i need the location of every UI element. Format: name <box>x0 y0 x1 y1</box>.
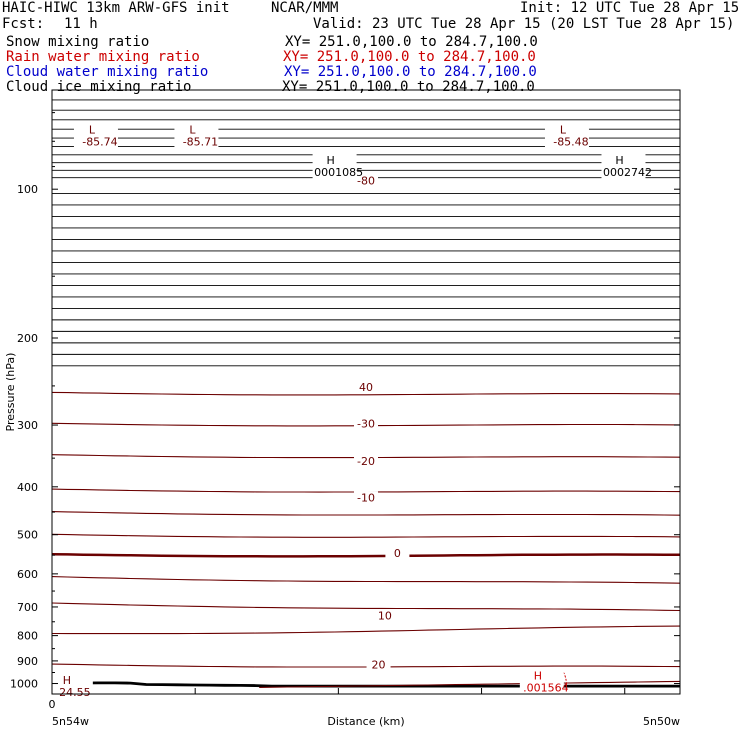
temperature-contour <box>51 552 681 558</box>
extremum-letter: H <box>615 154 623 167</box>
extremum-letter: H <box>63 674 71 687</box>
y-tick-label: 500 <box>17 529 38 542</box>
model-title: HAIC-HIWC 13km ARW-GFS init <box>2 0 230 16</box>
legend-cloudwater-xy: XY= 251.0,100.0 to 284.7,100.0 <box>284 64 537 80</box>
extremum-value: 0002742 <box>603 166 652 179</box>
contour-label: 0 <box>394 547 401 560</box>
extremum-bg <box>519 668 564 695</box>
contour-label: -20 <box>357 455 375 468</box>
contour-label-bg <box>354 455 378 467</box>
y-tick-label: 300 <box>17 419 38 432</box>
temperature-contour <box>51 533 681 538</box>
contour-label: 20 <box>372 658 386 671</box>
fcst-label: Fcst: <box>2 16 45 32</box>
y-tick-label: 600 <box>17 568 38 581</box>
temperature-contour <box>51 391 681 396</box>
extremum-letter: L <box>89 124 96 137</box>
contour-label-bg <box>354 417 378 429</box>
y-tick-label: 900 <box>17 655 38 668</box>
x-axis-title: Distance (km) <box>327 715 404 728</box>
contour-label-bg <box>372 609 397 621</box>
y-tick-label: 200 <box>17 332 38 345</box>
extremum-value: -85.48 <box>553 136 588 149</box>
contour-label: -10 <box>357 491 375 504</box>
legend-snow-name: Snow mixing ratio <box>6 34 150 50</box>
extremum-value: 0001085 <box>314 166 363 179</box>
contour-label-bg <box>354 174 378 186</box>
contour-label: 40 <box>359 381 373 394</box>
legend-snow-xy: XY= 251.0,100.0 to 284.7,100.0 <box>285 34 538 50</box>
extremum-bg <box>73 122 118 149</box>
near-surface-contour <box>259 680 681 688</box>
contour-label: 10 <box>378 609 392 622</box>
contour-label: -30 <box>357 418 375 431</box>
extremum-letter: H <box>326 154 334 167</box>
x-tick-label-0: 0 <box>49 698 56 711</box>
contour-label-bg <box>354 491 378 503</box>
extremum-value: 24.55 <box>59 686 91 699</box>
temperature-contour <box>51 602 681 612</box>
temperature-contour <box>51 576 681 584</box>
temperature-contour <box>51 625 681 635</box>
extremum-bg <box>544 122 589 149</box>
fcst-value: 11 h <box>64 16 98 32</box>
org-title: NCAR/MMM <box>271 0 339 16</box>
y-tick-label: 100 <box>17 183 38 196</box>
contour-label-bg <box>385 547 410 559</box>
legend-rain-name: Rain water mixing ratio <box>6 49 200 65</box>
contour-label: -80 <box>357 174 375 187</box>
extremum-bg <box>312 152 357 179</box>
valid-time: Valid: 23 UTC Tue 28 Apr 15 (20 LST Tue … <box>313 16 735 32</box>
y-tick-label: 1000 <box>10 678 38 691</box>
extremum-value: -85.71 <box>183 136 218 149</box>
y-tick-label: 800 <box>17 630 38 643</box>
contour-label-bg <box>366 658 391 670</box>
y-tick-label: 400 <box>17 481 38 494</box>
temperature-contour <box>51 663 681 668</box>
extremum-letter: H <box>534 670 542 683</box>
extremum-letter: L <box>189 124 196 137</box>
legend-rain-xy: XY= 251.0,100.0 to 284.7,100.0 <box>283 49 536 65</box>
init-time: Init: 12 UTC Tue 28 Apr 15 <box>520 0 740 16</box>
legend-cloudwater-name: Cloud water mixing ratio <box>6 64 209 80</box>
y-axis-title: Pressure (hPa) <box>4 353 17 432</box>
extremum-letter: L <box>560 124 567 137</box>
plot-frame <box>51 89 681 695</box>
extremum-bg <box>174 122 219 149</box>
x-end-label-right: 5n50w <box>643 715 680 728</box>
extremum-value: .001564 <box>523 682 569 695</box>
x-end-label-left: 5n54w <box>52 715 89 728</box>
extremum-value: -85.74 <box>82 136 117 149</box>
temperature-contour <box>51 511 681 516</box>
y-tick-label: 700 <box>17 601 38 614</box>
contour-label-bg <box>354 380 378 392</box>
extremum-bg <box>601 152 646 179</box>
